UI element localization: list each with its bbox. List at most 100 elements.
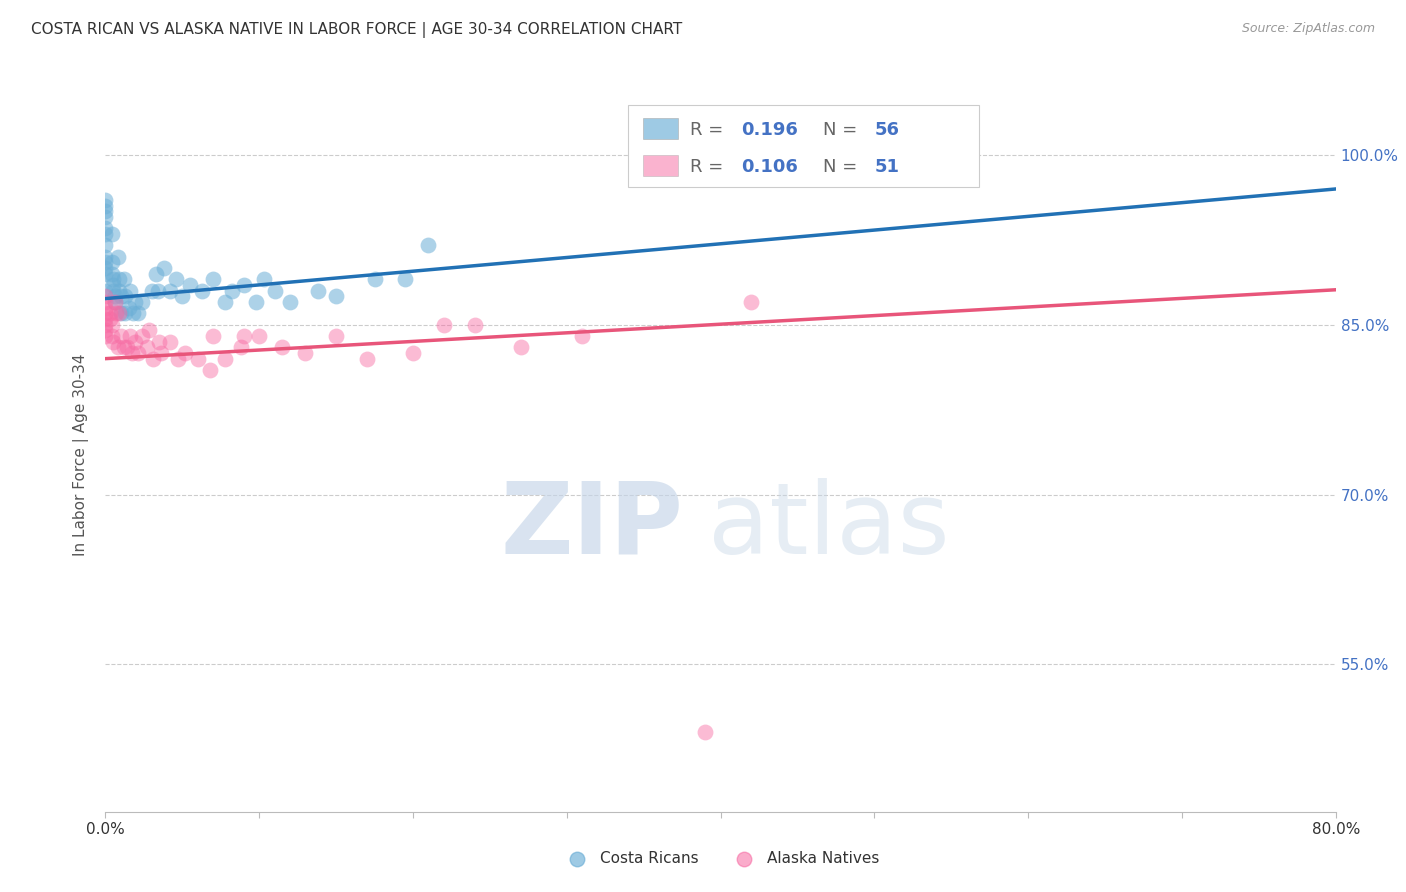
- Text: R =: R =: [690, 121, 728, 139]
- Point: [179, 278, 201, 293]
- Point: [94, 318, 117, 332]
- Point: [94, 301, 117, 315]
- Point: [94, 210, 117, 224]
- Point: [402, 346, 425, 360]
- Point: [174, 346, 197, 360]
- Point: [214, 351, 236, 366]
- Point: [101, 272, 124, 286]
- Point: [394, 272, 416, 286]
- Point: [294, 346, 316, 360]
- Point: [94, 289, 117, 303]
- Point: [101, 284, 124, 298]
- Point: [124, 295, 146, 310]
- Point: [278, 295, 301, 310]
- Point: [214, 295, 236, 310]
- Point: [120, 284, 141, 298]
- Point: [172, 289, 194, 303]
- Point: [159, 284, 181, 298]
- Text: N =: N =: [823, 121, 863, 139]
- Point: [94, 227, 117, 241]
- Point: [166, 351, 188, 366]
- Bar: [643, 154, 678, 176]
- Text: Source: ZipAtlas.com: Source: ZipAtlas.com: [1241, 22, 1375, 36]
- Text: atlas: atlas: [709, 478, 950, 574]
- Point: [695, 725, 717, 739]
- Point: [110, 289, 132, 303]
- Point: [198, 363, 221, 377]
- Point: [187, 351, 209, 366]
- Point: [221, 284, 243, 298]
- Point: [104, 295, 127, 310]
- Point: [100, 267, 122, 281]
- Point: [124, 334, 146, 349]
- Point: [104, 295, 127, 310]
- Point: [94, 204, 117, 219]
- Point: [94, 329, 117, 343]
- Point: [142, 351, 165, 366]
- Text: 0.196: 0.196: [741, 121, 799, 139]
- Point: [107, 250, 129, 264]
- Point: [232, 329, 254, 343]
- Text: COSTA RICAN VS ALASKA NATIVE IN LABOR FORCE | AGE 30-34 CORRELATION CHART: COSTA RICAN VS ALASKA NATIVE IN LABOR FO…: [31, 22, 682, 38]
- Y-axis label: In Labor Force | Age 30-34: In Labor Force | Age 30-34: [73, 353, 90, 557]
- Point: [263, 284, 285, 298]
- Point: [153, 260, 176, 275]
- Point: [271, 340, 294, 354]
- Bar: [643, 118, 678, 139]
- Point: [202, 329, 225, 343]
- Point: [159, 334, 181, 349]
- Point: [740, 295, 762, 310]
- Point: [245, 295, 267, 310]
- Point: [105, 306, 128, 320]
- Point: [325, 329, 347, 343]
- Point: [114, 306, 136, 320]
- Point: [94, 306, 117, 320]
- Point: [191, 284, 214, 298]
- Point: [94, 238, 117, 252]
- Point: [101, 334, 124, 349]
- Point: [433, 318, 456, 332]
- Text: N =: N =: [823, 158, 863, 176]
- Point: [110, 329, 132, 343]
- Point: [100, 318, 122, 332]
- Point: [112, 272, 135, 286]
- Point: [94, 199, 117, 213]
- Point: [117, 301, 139, 315]
- Point: [136, 340, 159, 354]
- Text: ZIP: ZIP: [501, 478, 683, 574]
- Point: [464, 318, 486, 332]
- Point: [94, 323, 117, 337]
- Point: [108, 306, 131, 320]
- Point: [131, 295, 153, 310]
- Point: [138, 323, 160, 337]
- Point: [247, 329, 270, 343]
- Point: [418, 238, 440, 252]
- Point: [100, 329, 122, 343]
- Point: [165, 272, 187, 286]
- Point: [121, 346, 143, 360]
- Text: 0.106: 0.106: [741, 158, 799, 176]
- Point: [94, 267, 117, 281]
- Point: [107, 340, 129, 354]
- Point: [108, 284, 131, 298]
- Text: 51: 51: [875, 158, 900, 176]
- Point: [94, 284, 117, 298]
- Point: [253, 272, 276, 286]
- Point: [98, 306, 121, 320]
- Point: [94, 260, 117, 275]
- Point: [120, 329, 141, 343]
- Point: [325, 289, 347, 303]
- Point: [307, 284, 329, 298]
- Point: [149, 346, 172, 360]
- Point: [363, 272, 385, 286]
- Point: [114, 289, 136, 303]
- Point: [202, 272, 225, 286]
- Point: [571, 329, 593, 343]
- Text: R =: R =: [690, 158, 728, 176]
- Point: [100, 227, 122, 241]
- Point: [110, 306, 132, 320]
- Point: [356, 351, 378, 366]
- Point: [94, 221, 117, 235]
- Point: [94, 250, 117, 264]
- Point: [122, 306, 145, 320]
